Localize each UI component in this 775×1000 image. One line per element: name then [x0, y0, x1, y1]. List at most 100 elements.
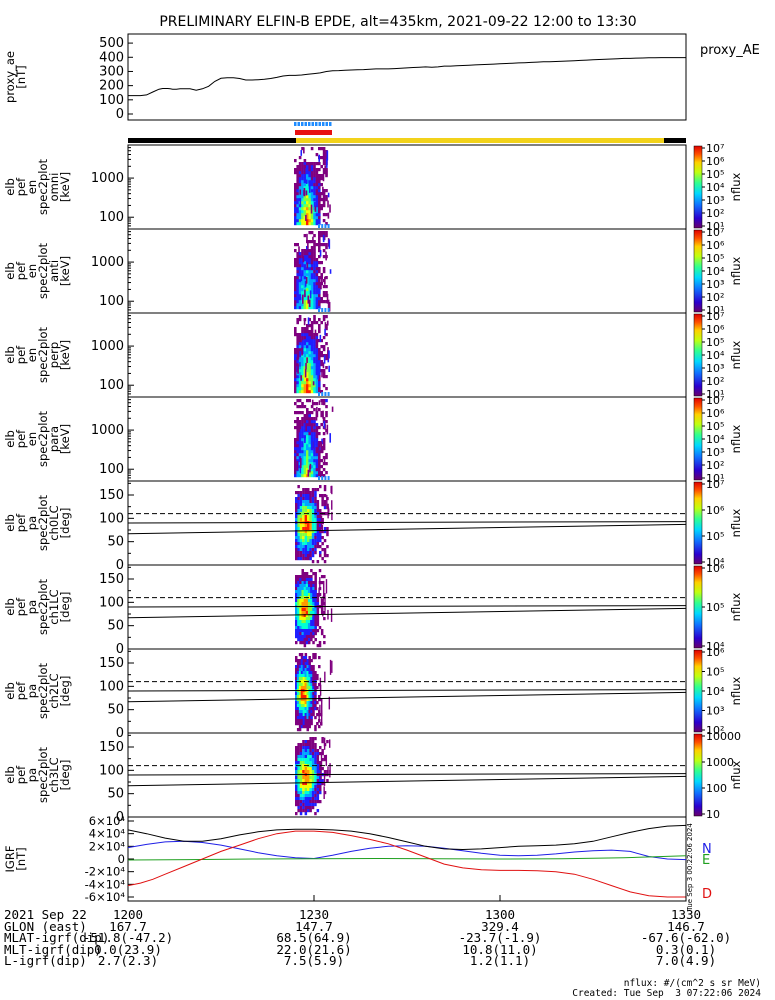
en-omni-cell [294, 159, 297, 163]
pa-ch2-cell [314, 692, 317, 696]
en-omni-cell [315, 198, 319, 202]
en-anti-cell [321, 277, 323, 284]
en-para-cell [308, 453, 311, 457]
pa-ch0-cell [297, 539, 300, 543]
en-para-cell [296, 417, 299, 421]
pa-ch2-cell [310, 722, 313, 726]
pa-ch3-cell [299, 812, 303, 816]
en-omni-cell [322, 162, 326, 166]
en-para-cell [298, 441, 302, 445]
pa-ch2-cell [304, 713, 308, 717]
pa-ch2-cell [300, 695, 304, 699]
pa-ch0-colorbar-label: nflux [729, 508, 743, 537]
ephem-value: -23.7(-1.9) [458, 930, 542, 945]
pa-ch3-cell [316, 749, 320, 753]
en-omni-cell [308, 177, 311, 181]
proxy-ae-tick-label: 400 [99, 50, 124, 65]
pa-ch3-cell [314, 761, 317, 765]
en-para-cell [303, 465, 307, 469]
pa-ch3-cell [295, 761, 298, 765]
pa-ch0-cell [314, 539, 317, 543]
en-anti-cell [322, 243, 326, 247]
en-perp-cell [313, 387, 316, 391]
pa-ch0-cell [304, 497, 308, 501]
pa-ch2-cell [295, 659, 298, 663]
pa-ch0-cell [299, 527, 303, 531]
en-para-cell [315, 429, 319, 433]
pa-ch1-cell [310, 599, 313, 603]
ephem-value: 68.5(64.9) [276, 930, 352, 945]
en-anti-cell [303, 306, 307, 310]
pa-ch1-tick-label: 100 [99, 595, 124, 610]
en-omni-ylabel: en [25, 180, 39, 194]
pa-ch0-cell [309, 530, 312, 534]
en-perp-cell [313, 351, 316, 355]
en-anti-cell [320, 234, 323, 238]
pa-ch1-cell [301, 572, 304, 576]
pa-ch1-cell [318, 644, 322, 648]
en-anti-cell [313, 264, 316, 268]
en-perp-cell [303, 354, 307, 358]
pa-ch1-cell [303, 587, 307, 591]
en-omni-cell [303, 213, 307, 217]
en-para-cell [303, 414, 307, 418]
pa-ch3-cell [309, 797, 312, 801]
pa-ch2-cell [308, 710, 311, 714]
pa-ch1-cell [301, 617, 304, 621]
en-para-cell [308, 414, 311, 418]
en-anti-cell [320, 276, 323, 280]
pa-ch1-cell [297, 632, 300, 636]
en-anti-cell [320, 297, 323, 301]
pa-ch3-cell [320, 752, 323, 767]
pa-ch1-cell [312, 587, 315, 591]
en-anti-cell [318, 267, 321, 271]
pa-ch1-ylabel: spec2plot [36, 578, 50, 635]
en-anti-cell [294, 303, 297, 307]
en-omni-cell [303, 195, 307, 199]
en-omni-cell [310, 189, 314, 193]
en-omni-cell [298, 162, 302, 166]
en-para-colorbar-tick-label: 10⁷ [706, 394, 724, 407]
en-omni-cell [308, 216, 311, 220]
pa-ch2-cell [302, 659, 306, 663]
pa-ch3-cell [323, 791, 327, 795]
en-omni-colorbar-tick-label: 10⁷ [706, 142, 724, 155]
pa-ch2-tick-label: 100 [99, 679, 124, 694]
en-para-cell [329, 433, 332, 443]
science-zone-mark [329, 122, 332, 126]
pa-ch3-cell [297, 743, 300, 747]
pa-ch2-cell [310, 716, 313, 720]
en-perp-cell [313, 381, 316, 385]
en-para-cell [316, 406, 318, 413]
pa-ch3-cell [297, 803, 300, 807]
pa-ch1-cell [312, 572, 315, 576]
pa-ch1-cell [299, 629, 302, 633]
pa-ch3-cell [309, 764, 312, 768]
pa-ch0-cell [314, 488, 317, 492]
pa-ch2-cell [295, 686, 298, 690]
en-para-cell [313, 468, 316, 472]
en-perp-colorbar-tick-label: 10¹ [706, 388, 724, 401]
pa-ch2-cell [302, 698, 306, 702]
en-para-cell [301, 438, 304, 442]
en-para-cell [313, 426, 316, 430]
pa-ch1-cell [299, 626, 302, 630]
en-perp-cell [296, 384, 299, 388]
en-para-cell [324, 476, 327, 480]
en-omni-cell [318, 186, 321, 190]
pa-ch2-cell [296, 677, 300, 681]
en-anti-cell [310, 240, 314, 244]
en-perp-cell [318, 360, 321, 364]
pa-ch1-cell [299, 584, 302, 588]
igrf-tick-label: 0 [118, 852, 125, 866]
en-perp-cell [306, 336, 309, 340]
en-omni-colorbar-tick-label: 10⁵ [706, 168, 724, 181]
en-perp-cell [301, 347, 303, 356]
pa-ch1-cell [314, 572, 317, 576]
en-para-cell [308, 444, 311, 448]
en-perp-cell [315, 366, 319, 370]
en-perp-cell [303, 387, 307, 391]
pa-ch3-cell [309, 737, 312, 741]
en-para-cell [315, 426, 319, 430]
pa-ch0-cell [323, 548, 327, 552]
